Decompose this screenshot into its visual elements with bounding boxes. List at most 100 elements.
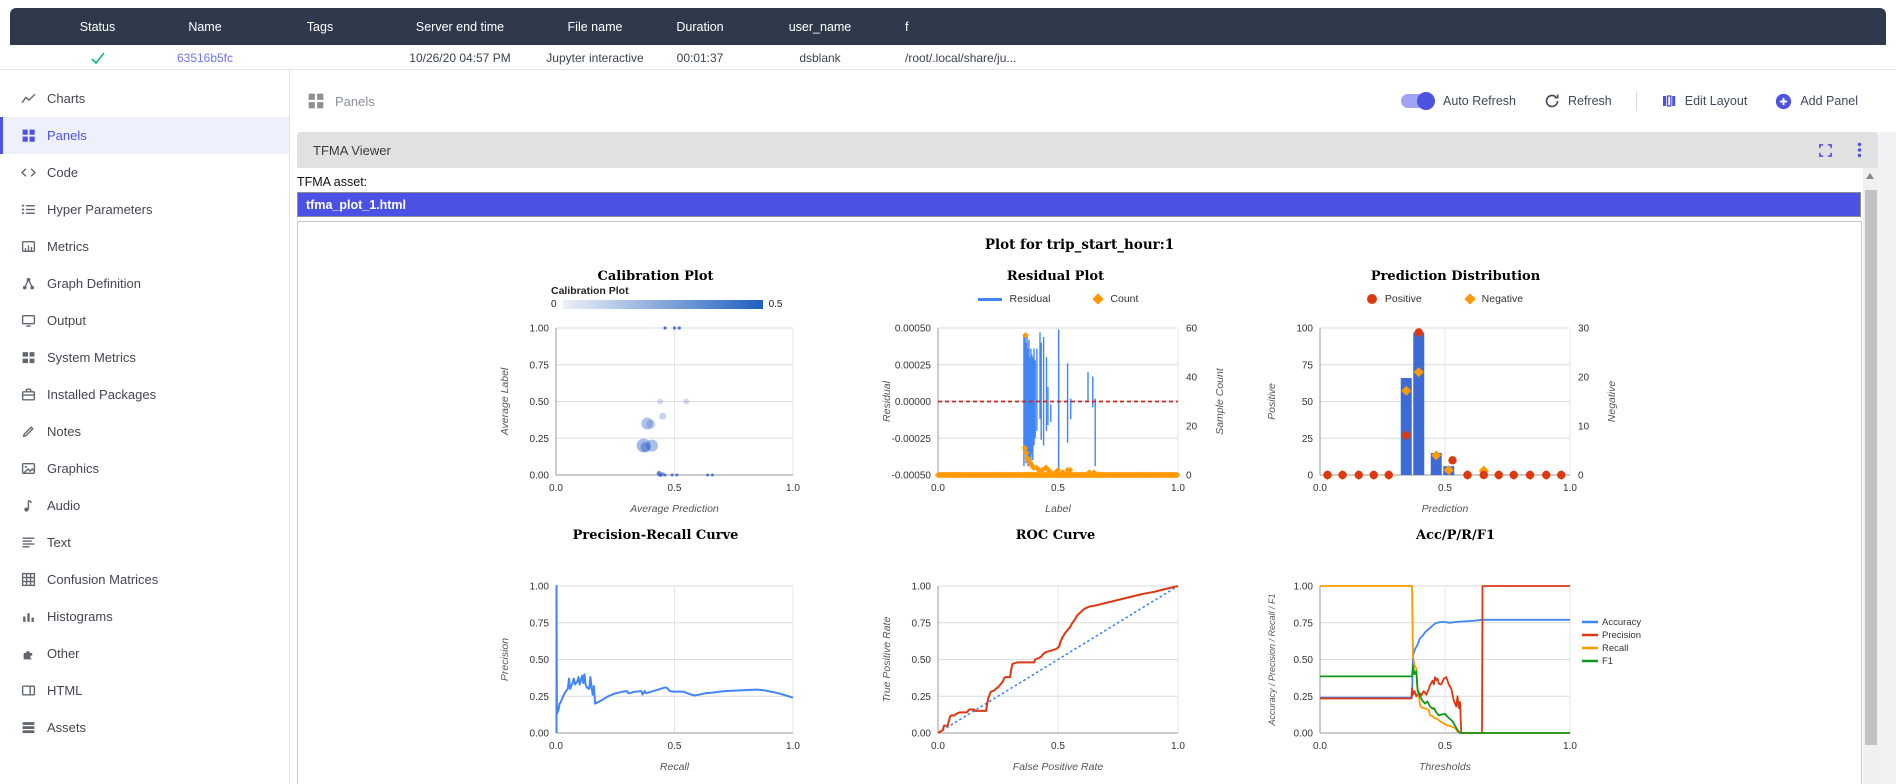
sidebar-item-hyper-parameters[interactable]: Hyper Parameters <box>0 191 289 228</box>
puzzle-icon <box>21 646 36 661</box>
svg-text:1.0: 1.0 <box>1171 741 1185 752</box>
tfma-asset-label: TFMA asset: <box>297 175 368 189</box>
svg-text:0.0: 0.0 <box>931 741 945 752</box>
chart-canvas: 0.00050 0.00025 0.00000 -0.00025 -0.00050 0 20… <box>881 324 1226 516</box>
edit-layout-button[interactable]: Edit Layout <box>1661 93 1747 109</box>
sidebar-item-audio[interactable]: Audio <box>0 487 289 524</box>
chart-title: Calibration Plot <box>597 269 714 284</box>
chart-canvas: 0.00 0.25 0.50 0.75 1.00 0.0 0.5 1.0 Average Lab… <box>499 324 800 516</box>
sidebar-item-confusion-matrices[interactable]: Confusion Matrices <box>0 561 289 598</box>
svg-text:0: 0 <box>1578 471 1584 482</box>
chart-title: Residual Plot <box>1006 269 1105 284</box>
briefcase-icon <box>21 387 36 402</box>
column-header-f[interactable]: f <box>905 19 909 34</box>
column-header-duration[interactable]: Duration <box>676 19 724 34</box>
sidebar-item-label: Audio <box>47 498 81 513</box>
svg-text:0.5: 0.5 <box>1438 483 1452 494</box>
svg-text:0.75: 0.75 <box>1294 618 1314 629</box>
scrollbar-thumb[interactable] <box>1864 190 1877 745</box>
experiment-table-header: Status Name Tags Server end time File na… <box>10 8 1886 45</box>
svg-text:40: 40 <box>1186 373 1198 384</box>
chart-legend: Positive Negative <box>1320 285 1570 313</box>
refresh-button[interactable]: Refresh <box>1544 93 1612 109</box>
scrollbar-up-arrow[interactable] <box>1866 173 1874 179</box>
svg-text:0.5: 0.5 <box>1051 483 1065 494</box>
panel-header: TFMA Viewer <box>297 132 1878 168</box>
sidebar-item-histograms[interactable]: Histograms <box>0 598 289 635</box>
chart-prediction-distribution: Prediction Distribution Positive Negative 0… <box>1263 269 1648 518</box>
experiment-row[interactable]: 63516b5fc 10/26/20 04:57 PM Jupyter inte… <box>10 45 1886 70</box>
table-grid-icon <box>21 572 36 587</box>
svg-text:1.0: 1.0 <box>1171 483 1185 494</box>
chart-title: Acc/P/R/F1 <box>1415 528 1495 543</box>
chart-roc-curve: ROC Curve 0.00 0.25 0.50 0.75 1.00 0.0 0.5 1.0 Tr… <box>863 528 1248 771</box>
sidebar-item-system-metrics[interactable]: System Metrics <box>0 339 289 376</box>
sidebar-item-assets[interactable]: Assets <box>0 709 289 746</box>
tfma-asset-select[interactable]: tfma_plot_1.html <box>297 192 1861 217</box>
chart-precision-recall-curve: Precision-Recall Curve 0.00 0.25 0.50 0.75 1.… <box>463 528 848 771</box>
svg-text:Precision: Precision <box>1602 630 1641 641</box>
svg-text:-0.00025: -0.00025 <box>892 434 932 445</box>
sidebar-item-charts[interactable]: Charts <box>0 80 289 117</box>
panels-grid-icon <box>21 128 36 143</box>
chart-canvas: 0.00 0.25 0.50 0.75 1.00 0.0 0.5 1.0 Precision Re… <box>499 582 800 772</box>
tfma-asset-option-selected[interactable]: tfma_plot_1.html <box>298 193 1860 216</box>
column-header-user-name[interactable]: user_name <box>788 19 852 34</box>
sidebar-item-label: Graph Definition <box>47 276 141 291</box>
svg-text:0.5: 0.5 <box>668 741 682 752</box>
sidebar-item-label: HTML <box>47 683 83 698</box>
sidebar-item-graph-definition[interactable]: Graph Definition <box>0 265 289 302</box>
chart-canvas: 0 25 50 75 100 0 10 20 30 0.0 0.5 1.0 Positive Negati… <box>1266 324 1618 516</box>
svg-text:Label: Label <box>1045 503 1071 515</box>
auto-refresh-toggle[interactable]: Auto Refresh <box>1401 92 1516 110</box>
svg-text:50: 50 <box>1302 397 1314 408</box>
svg-text:1.0: 1.0 <box>786 741 800 752</box>
sidebar-item-panels[interactable]: Panels <box>0 117 289 154</box>
sidebar-item-label: Assets <box>47 720 87 735</box>
column-header-server-end-time[interactable]: Server end time <box>415 19 505 34</box>
svg-text:Precision: Precision <box>499 638 511 681</box>
experiment-user-name: dsblank <box>799 50 841 65</box>
experiment-f-path: /root/.local/share/ju... <box>905 50 1017 65</box>
kebab-menu-icon[interactable] <box>1857 142 1862 158</box>
sidebar-item-installed-packages[interactable]: Installed Packages <box>0 376 289 413</box>
sidebar-item-other[interactable]: Other <box>0 635 289 672</box>
sidebar-item-metrics[interactable]: Metrics <box>0 228 289 265</box>
column-header-tags[interactable]: Tags <box>306 19 334 34</box>
experiment-name-link[interactable]: 63516b5fc <box>176 50 234 65</box>
svg-text:100: 100 <box>1296 324 1313 335</box>
panels-toolbar: Panels Auto Refresh Refresh <box>291 70 1896 132</box>
sidebar-item-label: Other <box>47 646 80 661</box>
svg-text:Accuracy / Precision / Recall: Accuracy / Precision / Recall / F1 <box>1267 593 1277 726</box>
sidebar-item-output[interactable]: Output <box>0 302 289 339</box>
add-panel-button[interactable]: Add Panel <box>1775 93 1858 110</box>
chart-title: Precision-Recall Curve <box>572 528 739 543</box>
svg-text:Recall: Recall <box>1602 643 1628 654</box>
svg-text:True Positive Rate: True Positive Rate <box>881 617 893 703</box>
svg-text:0.0: 0.0 <box>1313 483 1327 494</box>
svg-text:30: 30 <box>1578 324 1590 335</box>
sidebar-item-text[interactable]: Text <box>0 524 289 561</box>
svg-text:0.00: 0.00 <box>530 471 550 482</box>
column-header-name[interactable]: Name <box>188 19 222 34</box>
svg-text:Residual: Residual <box>881 380 893 422</box>
fullscreen-icon[interactable] <box>1818 143 1833 158</box>
sidebar-item-graphics[interactable]: Graphics <box>0 450 289 487</box>
sidebar-item-code[interactable]: Code <box>0 154 289 191</box>
toggle-switch[interactable] <box>1401 92 1436 110</box>
experiment-duration: 00:01:37 <box>676 50 724 65</box>
svg-text:1.00: 1.00 <box>530 582 550 593</box>
sidebar-item-notes[interactable]: Notes <box>0 413 289 450</box>
svg-text:0.25: 0.25 <box>530 692 550 703</box>
image-icon <box>21 461 36 476</box>
sidebar-item-html[interactable]: HTML <box>0 672 289 709</box>
svg-text:0: 0 <box>1186 471 1192 482</box>
svg-text:Accuracy: Accuracy <box>1602 617 1641 628</box>
svg-text:0.0: 0.0 <box>931 483 945 494</box>
sidebar-item-label: Code <box>47 165 79 180</box>
svg-text:1.0: 1.0 <box>1563 483 1577 494</box>
vertical-scrollbar[interactable] <box>1863 168 1878 784</box>
chart-legend: Calibration Plot 0 0.5 <box>551 285 783 310</box>
column-header-file-name[interactable]: File name <box>567 19 623 34</box>
column-header-status[interactable]: Status <box>79 19 116 34</box>
